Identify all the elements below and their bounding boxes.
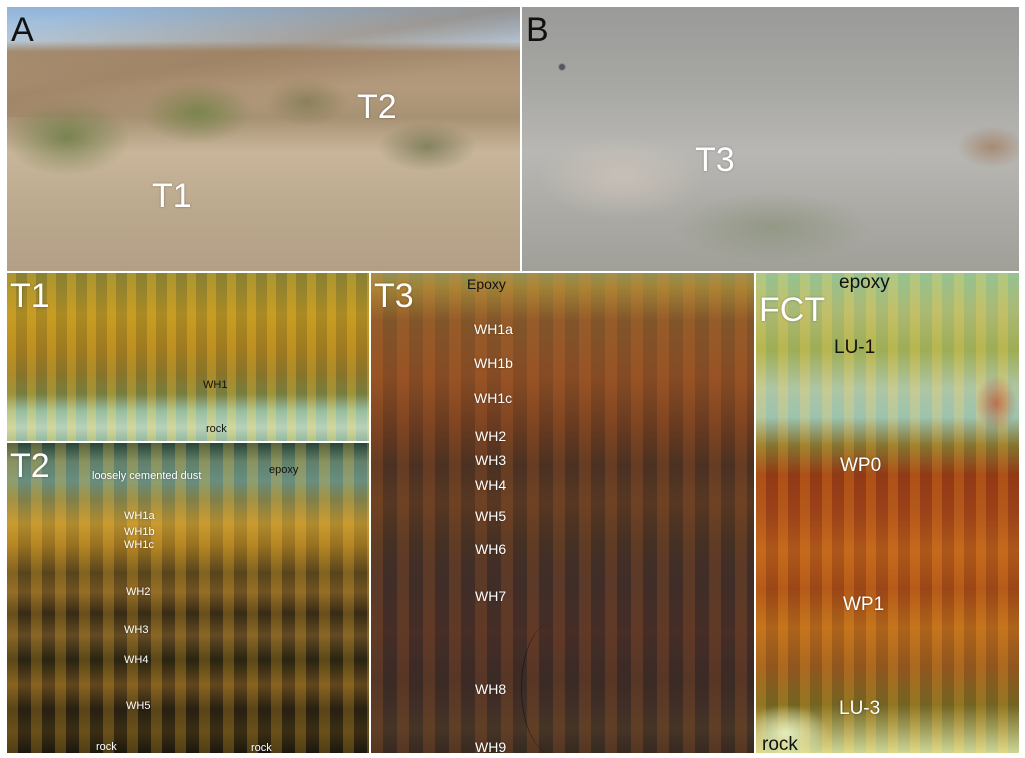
layer-label-epoxy: Epoxy	[467, 277, 506, 291]
layer-label-wh1b: WH1b	[124, 527, 155, 538]
panel-letter-b: B	[526, 13, 549, 47]
label-t1-site: T1	[152, 179, 192, 213]
layer-label-lu-1: LU-1	[834, 338, 875, 357]
layer-label-wh1b: WH1b	[474, 356, 513, 370]
layer-label-wh9: WH9	[475, 740, 506, 753]
layer-label-rock-left: rock	[96, 742, 117, 753]
layer-label-wh5: WH5	[475, 509, 506, 523]
sample-crack	[521, 623, 582, 753]
layer-label-wh1: WH1	[203, 380, 227, 391]
layer-label-wh3: WH3	[124, 625, 148, 636]
layer-label-wh1c: WH1c	[474, 391, 512, 405]
micrograph-title-t1: T1	[10, 279, 50, 313]
micrograph-title-t3: T3	[374, 279, 414, 313]
layer-label-wh1c: WH1c	[124, 540, 154, 551]
photo-panel-a: A T2 T1	[7, 7, 520, 271]
photo-panel-b: B T3	[522, 7, 1019, 271]
layer-label-wh2: WH2	[475, 429, 506, 443]
layer-label-wh1a: WH1a	[124, 511, 155, 522]
mountain-ridge	[7, 7, 520, 117]
layer-label-wh8: WH8	[475, 682, 506, 696]
micrograph-t1: T1 WH1 rock	[7, 273, 369, 441]
layer-label-epoxy: epoxy	[839, 273, 890, 292]
layer-label-rock: rock	[206, 424, 227, 435]
micrograph-title-t2: T2	[10, 449, 50, 483]
micrograph-fct: epoxy FCT LU-1 WP0 WP1 LU-3 rock	[756, 273, 1019, 753]
panel-letter-a: A	[11, 13, 34, 47]
layer-label-epoxy: epoxy	[269, 465, 298, 476]
layer-label-wh7: WH7	[475, 589, 506, 603]
micrograph-title-fct: FCT	[759, 293, 825, 327]
micrograph-t3: T3 Epoxy WH1a WH1b WH1c WH2 WH3 WH4 WH5 …	[371, 273, 754, 753]
micrograph-t2: T2 loosely cemented dust epoxy WH1a WH1b…	[7, 443, 369, 753]
layer-label-rock: rock	[762, 735, 798, 753]
layer-label-wh4: WH4	[124, 655, 148, 666]
layer-label-wp0: WP0	[840, 456, 881, 475]
layer-label-wh2: WH2	[126, 587, 150, 598]
layer-label-wh1a: WH1a	[474, 322, 513, 336]
layer-label-wh4: WH4	[475, 478, 506, 492]
layer-label-dust: loosely cemented dust	[92, 471, 201, 482]
layer-label-wh6: WH6	[475, 542, 506, 556]
layer-label-wh3: WH3	[475, 453, 506, 467]
layer-label-rock-right: rock	[251, 743, 272, 753]
layer-label-wh5: WH5	[126, 701, 150, 712]
layer-label-lu-3: LU-3	[839, 699, 880, 718]
label-t2-site: T2	[357, 90, 397, 124]
layer-label-wp1: WP1	[843, 595, 884, 614]
label-t3-site: T3	[695, 143, 735, 177]
